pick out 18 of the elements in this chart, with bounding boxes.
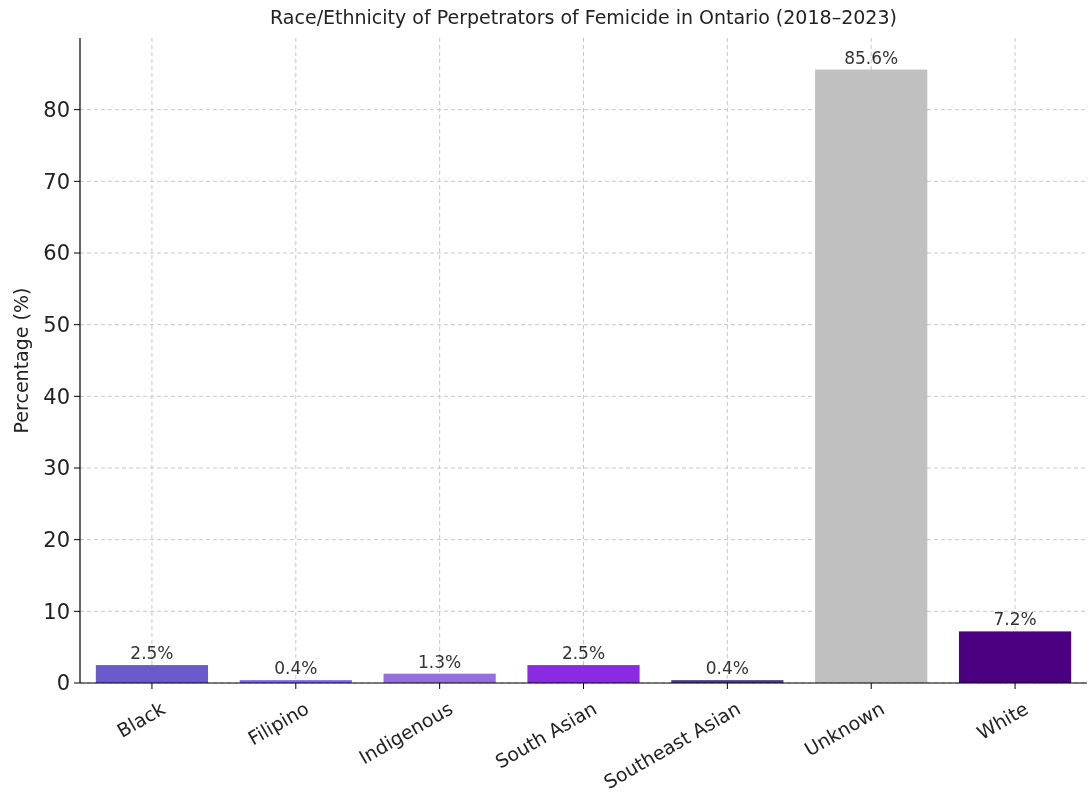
y-tick-label: 60 [43, 241, 70, 266]
y-tick-label: 10 [43, 599, 70, 624]
data-label: 7.2% [993, 609, 1037, 630]
y-tick-label: 50 [43, 313, 70, 338]
y-tick-label: 70 [43, 169, 70, 194]
y-tick-label: 40 [43, 384, 70, 409]
data-label: 1.3% [418, 651, 462, 672]
y-tick-label: 0 [56, 671, 70, 696]
chart-title: Race/Ethnicity of Perpetrators of Femicide in Ontario (2018–2023) [270, 6, 897, 28]
y-tick-label: 80 [43, 98, 70, 123]
data-label: 0.4% [274, 658, 318, 679]
data-label: 2.5% [561, 643, 606, 664]
data-label: 85.6% [844, 47, 899, 68]
y-axis-title: Percentage (%) [10, 287, 32, 434]
y-tick-label: 20 [43, 528, 70, 553]
data-label: 0.4% [705, 658, 749, 679]
data-label: 2.5% [130, 643, 174, 664]
y-tick-label: 30 [43, 456, 70, 481]
